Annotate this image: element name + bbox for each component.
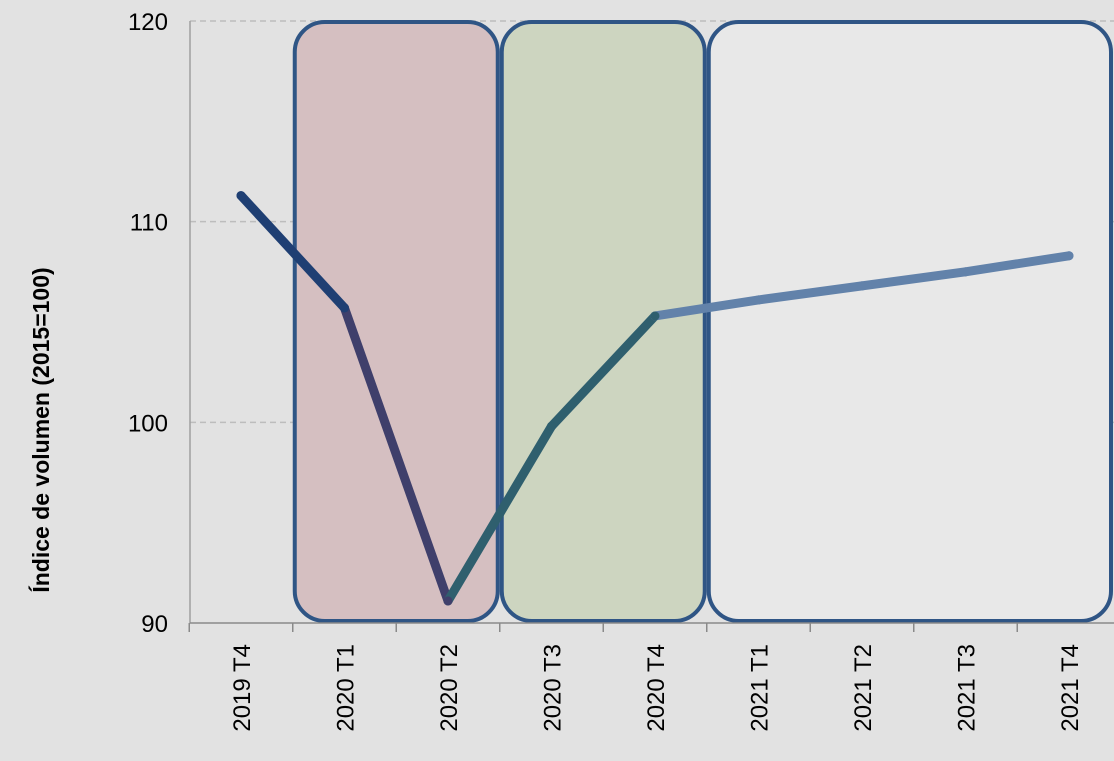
y-tick-label: 120 [128,9,168,36]
x-tick-label: 2020 T4 [643,644,670,732]
x-tick-label: 2019 T4 [229,644,256,732]
x-tick-label: 2021 T1 [747,644,774,732]
line-segment-2 [340,303,453,606]
data-point-2020-t1 [340,303,349,313]
y-tick-label: 110 [130,210,168,237]
y-tick-label: 90 [141,611,168,638]
y-axis-title: Índice de volumen (2015=100) [27,267,54,592]
line-segment-7 [857,267,970,291]
data-point-2020-t2 [443,596,453,606]
series-line [236,191,1074,606]
data-point-2019-t4 [236,191,246,201]
highlight-regions [292,20,1113,623]
highlight-region-3 [706,20,1113,623]
y-tick-label: 100 [128,410,168,437]
data-point-2020-t4 [650,311,660,321]
x-tick-label: 2020 T1 [333,644,360,732]
data-point-2021-t3 [961,267,970,277]
data-point-2020-t3 [547,421,556,431]
axes [188,622,1114,632]
x-tick-label: 2020 T2 [436,644,463,732]
x-tick-label: 2020 T3 [540,644,567,732]
line-segment-3 [443,421,556,606]
x-tick-label: 2021 T3 [954,644,981,732]
line-segment-1 [236,191,349,313]
line-segment-6 [754,281,867,305]
data-point-2021-t4 [1064,251,1074,261]
highlight-region-1 [292,20,500,623]
data-point-2021-t2 [857,281,867,291]
x-tick-label: 2021 T4 [1057,644,1084,732]
y-tick-labels: 90 100 110 120 [128,9,168,638]
line-segment-5 [650,295,763,321]
data-point-2021-t1 [754,295,763,305]
highlight-region-2 [499,20,707,623]
line-segment-4 [547,311,660,431]
x-tick-labels: 2019 T4 2020 T1 2020 T2 2020 T3 2020 T4 2021 … [229,644,1084,732]
line-segment-8 [961,251,1074,277]
x-tick-label: 2021 T2 [850,644,877,732]
